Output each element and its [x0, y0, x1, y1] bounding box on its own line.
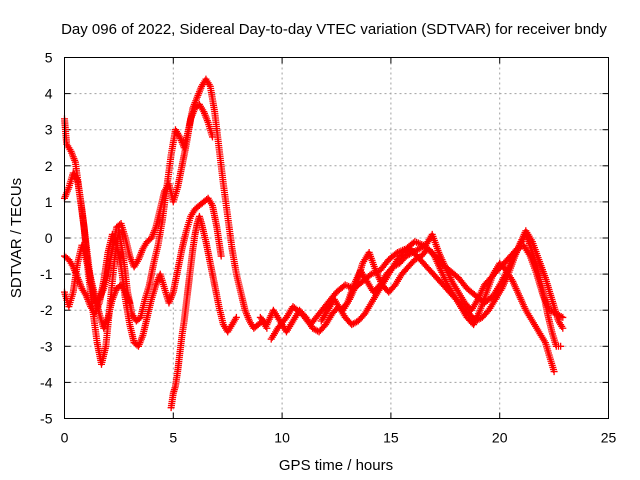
tick-labels: 0 5 10 15 20 25 -5 -4 -3 -2 -1 0 1 2 3 4 5 — [40, 50, 616, 446]
data-point-marker — [557, 313, 565, 321]
y-tick-label: -5 — [40, 411, 53, 427]
plot-frame — [64, 57, 609, 419]
x-tick-label: 15 — [383, 430, 399, 446]
data-point-marker — [559, 313, 567, 321]
x-tick-label: 20 — [492, 430, 508, 446]
data-point-marker — [557, 342, 565, 350]
y-tick-label: -3 — [40, 338, 53, 354]
y-tick-label: 0 — [45, 230, 53, 246]
y-tick-label: -1 — [40, 266, 53, 282]
x-tick-label: 25 — [601, 430, 617, 446]
data-point-marker — [126, 299, 134, 307]
grid-lines — [64, 57, 609, 419]
chart-title: Day 096 of 2022, Sidereal Day-to-day VTE… — [61, 21, 607, 38]
x-tick-label: 10 — [274, 430, 290, 446]
y-tick-label: 5 — [45, 50, 53, 66]
y-axis-label: SDTVAR / TECUs — [8, 178, 25, 298]
y-tick-label: -4 — [40, 374, 53, 390]
data-point-marker — [217, 252, 225, 260]
y-tick-label: -2 — [40, 302, 53, 318]
y-tick-label: 3 — [45, 122, 53, 138]
data-point-marker — [208, 133, 216, 141]
data-point-marker — [232, 313, 240, 321]
data-point-marker — [550, 368, 558, 376]
x-tick-label: 0 — [61, 430, 69, 446]
y-tick-label: 1 — [45, 194, 53, 210]
data-point-marker — [559, 324, 567, 332]
x-axis-label: GPS time / hours — [279, 457, 393, 474]
y-tick-label: 4 — [45, 86, 53, 102]
data-marks — [61, 75, 567, 412]
x-tick-label: 5 — [169, 430, 177, 446]
y-tick-label: 2 — [45, 158, 53, 174]
